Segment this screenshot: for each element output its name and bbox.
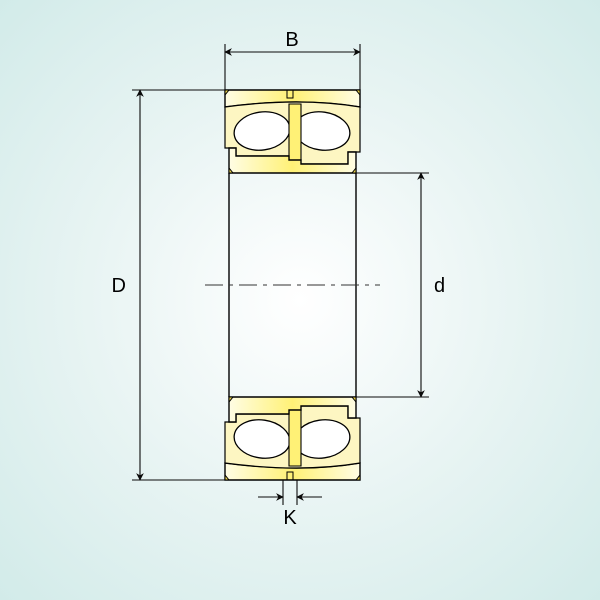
label-D: D [112, 275, 126, 297]
label-K: K [283, 507, 297, 529]
bearing-section-bottom [225, 397, 360, 480]
label-B: B [285, 29, 298, 51]
bearing-section-top [225, 90, 360, 173]
label-d: d [434, 275, 445, 297]
bearing-diagram: B D d K [0, 0, 600, 600]
dim-K [258, 480, 322, 505]
